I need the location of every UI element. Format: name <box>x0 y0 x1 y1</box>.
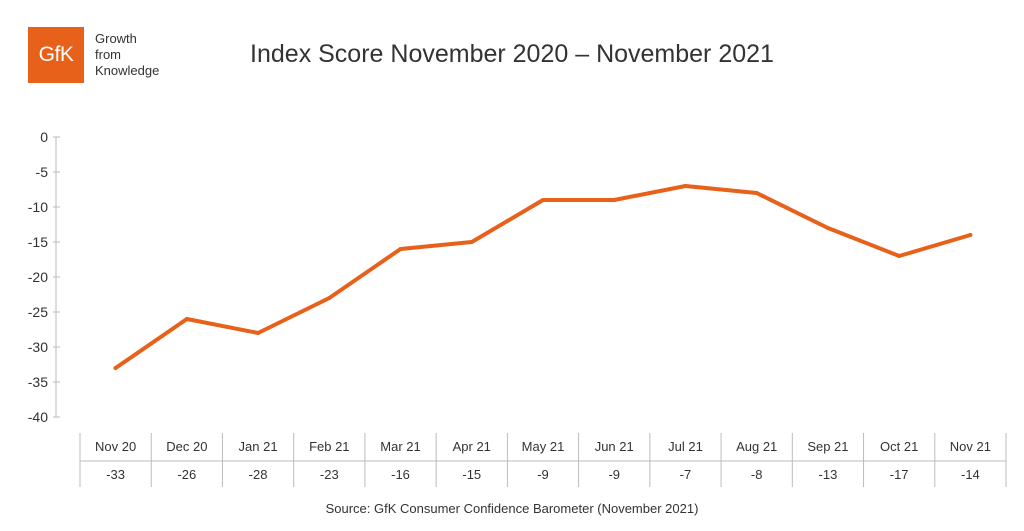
data-table-value: -28 <box>249 467 268 482</box>
y-tick-label: 0 <box>40 129 48 145</box>
logo-tagline-line: Knowledge <box>95 63 160 78</box>
x-tick-label: Jan 21 <box>239 439 278 454</box>
x-tick-label: Dec 20 <box>166 439 207 454</box>
data-point <box>327 296 332 300</box>
x-tick-label: Nov 20 <box>95 439 136 454</box>
data-table-value: -16 <box>391 467 410 482</box>
y-tick-label: -20 <box>28 269 48 285</box>
gfk-logo-mark: GfK <box>28 27 84 83</box>
series-line <box>113 184 973 370</box>
data-point <box>968 233 973 237</box>
y-tick-label: -30 <box>28 339 48 355</box>
data-table-value: -15 <box>462 467 481 482</box>
x-tick-label: May 21 <box>522 439 565 454</box>
data-point <box>398 247 403 251</box>
data-table-value: -9 <box>608 467 620 482</box>
data-point <box>754 191 759 195</box>
y-tick-label: -40 <box>28 409 48 425</box>
x-tick-label: Jun 21 <box>595 439 634 454</box>
y-tick-label: -25 <box>28 304 48 320</box>
y-tick-label: -15 <box>28 234 48 250</box>
data-point <box>683 184 688 188</box>
data-point <box>184 317 189 321</box>
data-table-value: -33 <box>106 467 125 482</box>
x-tick-label: Mar 21 <box>380 439 420 454</box>
data-table-value: -14 <box>961 467 980 482</box>
x-tick-label: Aug 21 <box>736 439 777 454</box>
x-tick-label: Oct 21 <box>880 439 918 454</box>
source-note: Source: GfK Consumer Confidence Baromete… <box>325 501 699 516</box>
data-point <box>113 366 118 370</box>
data-point <box>541 198 545 202</box>
x-tick-label: Apr 21 <box>453 439 491 454</box>
data-table-value: -23 <box>320 467 339 482</box>
x-tick-label: Jul 21 <box>668 439 703 454</box>
y-tick-label: -35 <box>28 374 48 390</box>
data-point <box>825 226 830 230</box>
x-tick-label: Feb 21 <box>309 439 349 454</box>
gfk-logo: GfK Growth from Knowledge <box>28 27 198 87</box>
data-table-value: -13 <box>819 467 838 482</box>
data-point <box>256 331 261 335</box>
x-tick-label: Nov 21 <box>950 439 991 454</box>
chart-title: Index Score November 2020 – November 202… <box>250 40 774 68</box>
logo-tagline-line: from <box>95 47 121 62</box>
data-table-value: -8 <box>751 467 763 482</box>
logo-tagline: Growth from Knowledge <box>95 31 195 79</box>
logo-tagline-line: Growth <box>95 31 137 46</box>
data-point <box>469 240 474 244</box>
data-table-value: -9 <box>537 467 549 482</box>
data-point <box>612 198 617 202</box>
data-table-value: -26 <box>177 467 196 482</box>
y-tick-label: -10 <box>28 199 48 215</box>
y-tick-label: -5 <box>36 164 49 180</box>
data-point <box>897 254 902 258</box>
data-table-value: -17 <box>890 467 909 482</box>
x-tick-label: Sep 21 <box>807 439 848 454</box>
data-table-value: -7 <box>680 467 692 482</box>
